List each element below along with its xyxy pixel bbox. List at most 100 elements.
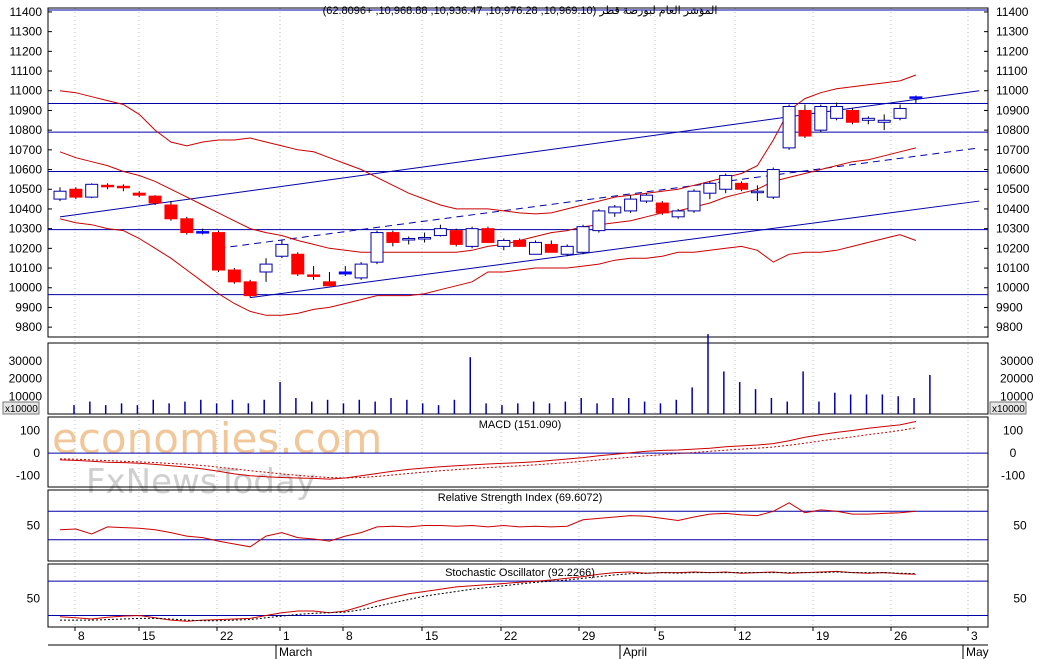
price-tick-label-right-9: 10700 [996, 143, 1030, 157]
volume-tick-label-left-2: 30000 [9, 354, 43, 368]
candle-body-6 [148, 195, 162, 204]
volume-tick-label-left-1: 20000 [9, 372, 43, 386]
macd-line [59, 421, 917, 480]
candle-27 [481, 226, 495, 243]
candle-7 [164, 201, 178, 221]
candle-body-4 [116, 185, 130, 189]
price-tick-label-left-16: 11400 [10, 5, 43, 19]
candle-18 [338, 266, 352, 276]
price-tick-label-right-3: 10100 [996, 261, 1030, 275]
price-tick-label-right-7: 10500 [996, 182, 1030, 196]
candle-body-36 [624, 198, 638, 212]
candle-body-51 [861, 117, 875, 121]
rsi-line [59, 502, 916, 548]
price-tick-label-right-14: 11200 [996, 44, 1029, 58]
candle-13 [259, 258, 273, 282]
candle-6 [148, 195, 162, 206]
chart-title: المؤشر العام لبورصة قطر (10,969.10, 10,9… [323, 5, 718, 17]
candle-body-3 [101, 184, 115, 188]
month-label-2: May [966, 645, 989, 659]
price-tick-label-left-4: 10200 [9, 241, 43, 255]
price-tick-label-left-6: 10400 [9, 202, 43, 216]
candle-33 [576, 224, 590, 255]
day-label-6: 22 [504, 629, 518, 643]
price-tick-label-left-12: 11000 [10, 84, 43, 98]
candle-body-15 [291, 253, 305, 275]
bollinger-lower-line [59, 218, 917, 316]
candle-body-31 [544, 243, 558, 253]
candle-body-16 [307, 274, 321, 277]
candle-12 [243, 279, 257, 298]
day-label-9: 12 [738, 629, 752, 643]
candle-1 [69, 187, 83, 200]
volume-tick-label-right-2: 30000 [1000, 354, 1034, 368]
candle-body-47 [798, 109, 812, 137]
candle-body-38 [655, 202, 669, 214]
candle-body-40 [687, 190, 701, 212]
day-label-10: 19 [816, 629, 830, 643]
volume-tick-label-left-0: 10000 [9, 389, 43, 403]
candle-8 [180, 216, 194, 235]
candle-17 [322, 271, 336, 287]
price-tick-label-left-11: 10900 [9, 103, 43, 117]
candle-body-24 [433, 228, 447, 237]
candle-body-49 [830, 106, 844, 119]
candle-11 [227, 268, 241, 284]
candle-29 [513, 238, 527, 247]
price-tick-label-left-9: 10700 [9, 143, 43, 157]
candle-53 [893, 104, 907, 121]
candle-body-44 [750, 190, 764, 194]
candle-28 [497, 238, 511, 251]
candle-37 [639, 193, 653, 204]
day-label-3: 1 [283, 629, 290, 643]
candle-body-32 [560, 245, 574, 255]
macd-tick-label-right-0: -100 [1001, 469, 1025, 483]
candle-20 [370, 230, 384, 265]
watermark-fxnewstoday: FxNewsToday [86, 462, 316, 502]
candle-body-8 [180, 218, 194, 234]
candle-30 [529, 240, 542, 255]
price-tick-label-right-11: 10900 [996, 103, 1030, 117]
candle-3 [101, 183, 115, 190]
candle-body-2 [85, 183, 99, 198]
panel-frame-0 [47, 7, 989, 338]
candle-body-48 [814, 106, 828, 131]
price-tick-label-right-10: 10800 [996, 123, 1030, 137]
candle-10 [212, 230, 225, 272]
price-tick-label-left-8: 10600 [9, 163, 43, 177]
candle-body-9 [196, 231, 210, 234]
day-label-0: 8 [78, 629, 85, 643]
macd-label: MACD (151.090) [479, 419, 562, 431]
price-tick-label-left-0: 9800 [15, 320, 42, 334]
price-tick-label-right-13: 11100 [996, 64, 1028, 78]
candle-body-14 [275, 243, 289, 257]
candle-40 [687, 189, 701, 213]
candle-25 [449, 228, 463, 247]
candle-body-19 [354, 263, 368, 279]
candle-44 [750, 185, 764, 202]
month-label-0: March [279, 645, 312, 659]
volume-tick-label-right-1: 20000 [1000, 372, 1034, 386]
candle-body-1 [69, 188, 83, 198]
panel-frame-4 [47, 563, 989, 628]
day-label-8: 5 [658, 629, 665, 643]
price-tick-label-left-5: 10300 [9, 222, 43, 236]
stochastic-tick-label-left-0: 50 [27, 591, 41, 605]
macd-tick-label-left-2: 100 [20, 424, 40, 438]
candle-body-52 [877, 119, 891, 123]
candle-body-33 [576, 226, 590, 253]
candle-19 [354, 262, 368, 280]
candle-39 [671, 208, 685, 219]
day-label-12: 3 [971, 629, 978, 643]
day-label-4: 8 [346, 629, 353, 643]
candle-38 [655, 201, 669, 215]
day-label-1: 15 [142, 629, 156, 643]
candle-0 [53, 187, 67, 202]
candle-body-12 [243, 281, 257, 297]
price-tick-label-right-2: 10000 [996, 281, 1030, 295]
volume-tick-label-right-0: 10000 [1000, 389, 1034, 403]
price-tick-label-right-16: 11400 [996, 5, 1029, 19]
macd-tick-label-right-2: 100 [1003, 424, 1023, 438]
macd-tick-label-left-0: -100 [16, 469, 40, 483]
